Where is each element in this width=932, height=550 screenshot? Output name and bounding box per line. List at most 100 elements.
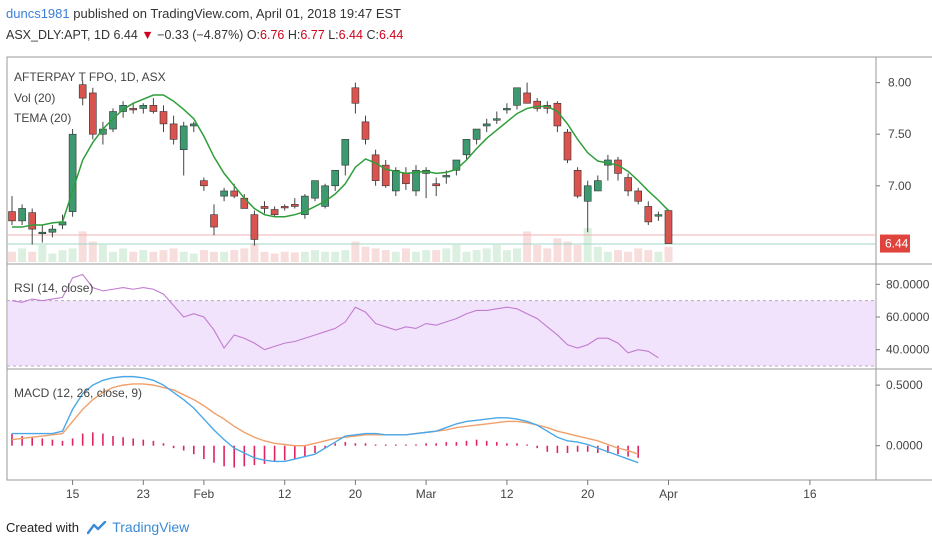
created-with-text: Created with [6,520,79,535]
volume-bar [664,246,673,262]
volume-bar [149,251,158,262]
volume-bar [220,251,229,262]
volume-bar [472,250,481,262]
macd-tick-label: 0.5000 [886,378,923,392]
volume-bar [311,250,319,262]
open-value: 6.76 [260,28,285,42]
volume-bar [452,245,461,262]
volume-bar [351,241,360,262]
volume-bar [513,248,521,262]
candle-body [371,154,380,181]
x-tick-label: Apr [659,487,678,501]
author-link[interactable]: duncs1981 [6,6,70,21]
macd-label: MACD (12, 26, close, 9) [14,386,143,400]
volume-bar [129,251,138,262]
volume-bar [189,253,198,262]
candle-body [624,177,632,192]
tradingview-brand[interactable]: TradingView [112,519,190,535]
volume-bar [624,251,633,262]
x-tick-label: Feb [194,487,215,501]
candle-body [260,206,269,209]
volume-bar [553,238,562,262]
candle-body [432,183,441,187]
candle-body [200,180,208,187]
price-tick-label: 7.50 [888,127,912,141]
candle-body [139,105,148,109]
candle-body [78,84,87,99]
volume-bar [523,231,532,262]
price-tick-label: 7.00 [888,179,912,193]
volume-bar [78,231,87,262]
rsi-tick-label: 80.0000 [886,277,930,291]
candle-body [38,231,47,235]
volume-bar [462,251,471,262]
candle-body [513,87,521,106]
candle-body [351,87,360,104]
volume-bar [583,228,592,262]
volume-bar [573,245,582,262]
candle-body [210,214,218,228]
volume-bar [593,246,602,262]
volume-bar [280,251,289,262]
volume-bar [422,250,431,262]
x-tick-label: Mar [416,487,437,501]
candle-body [331,170,340,187]
volume-bar [331,251,340,262]
candle-body [381,164,390,187]
volume-bar [8,251,16,262]
x-tick-label: 15 [66,487,80,501]
last-price-box [880,234,910,253]
candle-body [119,105,127,112]
last-price: 6.44 [113,28,138,42]
candle-body [563,131,572,161]
volume-bar [412,251,420,262]
candle-body [361,121,370,140]
volume-bar [240,248,249,262]
volume-bar [98,245,107,262]
candle-body [644,206,653,223]
macd-tick-label: 0.0000 [886,439,923,453]
volume-bar [321,251,330,262]
volume-bar [300,251,309,262]
low-value: 6.44 [338,28,363,42]
volume-bar [88,241,97,262]
volume-bar [391,251,400,262]
volume-bar [442,248,451,262]
volume-bar [179,251,188,262]
candle-body [533,100,542,109]
down-arrow-icon: ▼ [141,28,154,42]
pane-border-2 [6,368,877,481]
candle-body [341,139,350,166]
price-change: −0.33 (−4.87%) [157,28,244,42]
candle-body [68,133,77,212]
candle-body [634,190,643,202]
volume-label: Vol (20) [14,91,56,105]
candle-body [159,111,168,125]
candle-body [321,185,329,207]
volume-bar [502,250,511,262]
candle-body [573,170,582,197]
candle-body [290,204,299,207]
quote-line: ASX_DLY:APT, 1D 6.44 ▼ −0.33 (−4.87%) O:… [6,28,403,42]
volume-bar [270,253,279,262]
close-label: C: [366,28,379,42]
candle-body [169,123,178,140]
volume-bar [28,251,37,262]
volume-bar [260,251,269,262]
volume-bar [634,248,643,262]
volume-bar [290,252,299,262]
candle-body [482,123,491,127]
volume-bar [432,250,441,262]
close-value: 6.44 [378,28,404,42]
x-tick-label: 20 [581,487,595,501]
x-tick-label: 12 [500,487,514,501]
macd-line [12,375,639,464]
volume-bar [401,248,410,262]
candle-body [391,170,400,192]
candle-body [230,190,238,197]
candle-body [280,206,289,209]
volume-bar [38,245,47,262]
price-pane-title: AFTERPAY T FPO, 1D, ASX [14,70,166,84]
volume-bar [169,248,178,262]
